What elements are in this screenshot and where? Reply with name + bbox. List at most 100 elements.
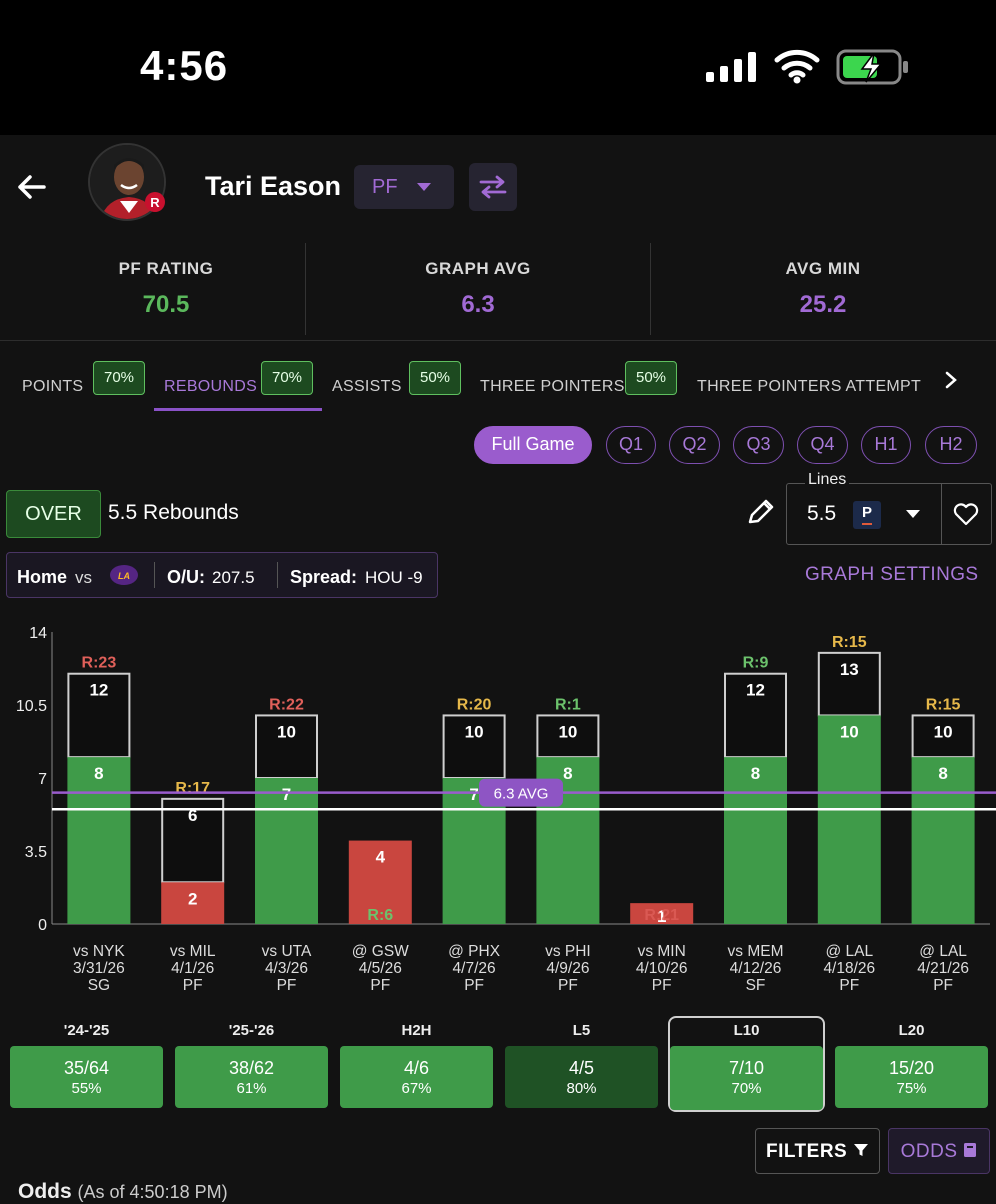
opponent-rank-label: R:9 bbox=[743, 655, 769, 672]
x-tick-position: PF bbox=[464, 977, 484, 994]
stat-label: GRAPH AVG bbox=[425, 259, 531, 278]
opponent-rank-label: R:23 bbox=[82, 655, 117, 672]
stat-category-tabs: POINTS 70% REBOUNDS 70% ASSISTS 50% THRE… bbox=[0, 344, 996, 412]
svg-text:LA: LA bbox=[118, 571, 130, 581]
wifi-icon bbox=[774, 49, 820, 84]
tab-three-pointers[interactable]: THREE POINTERS bbox=[480, 378, 625, 395]
odds-button[interactable]: ODDS bbox=[888, 1128, 990, 1174]
tab-rebounds[interactable]: REBOUNDS bbox=[164, 378, 258, 395]
hit-rate-l10[interactable]: L10 7/10 70% bbox=[668, 1016, 825, 1112]
x-tick-date: 4/12/26 bbox=[730, 960, 782, 977]
x-tick-position: PF bbox=[183, 977, 203, 994]
x-tick-position: PF bbox=[370, 977, 390, 994]
actual-value-label: 4 bbox=[376, 848, 386, 867]
x-tick-position: PF bbox=[933, 977, 953, 994]
hit-rate-percent: 67% bbox=[401, 1080, 432, 1097]
projected-value-label: 6 bbox=[188, 806, 197, 825]
x-tick-opponent: vs PHI bbox=[545, 943, 591, 960]
tab-three-pointers-attempted[interactable]: THREE POINTERS ATTEMPTEI bbox=[697, 378, 921, 395]
position-dropdown[interactable]: PF bbox=[354, 165, 454, 209]
spread-label: Spread: bbox=[290, 567, 358, 587]
stats-summary: PF RATING 70.5 GRAPH AVG 6.3 AVG MIN 25.… bbox=[0, 235, 996, 341]
hit-rate-fraction: 4/6 bbox=[403, 1058, 430, 1078]
hit-rate-fraction: 15/20 bbox=[888, 1058, 935, 1078]
home-label: Home bbox=[17, 567, 68, 587]
actual-value-bar bbox=[67, 757, 131, 924]
odds-asof: (As of 4:50:18 PM) bbox=[77, 1182, 228, 1202]
spread-value: HOU -9 bbox=[365, 568, 423, 587]
projected-bar-outline bbox=[724, 672, 787, 759]
y-tick-label: 10.5 bbox=[16, 698, 47, 715]
pencil-icon[interactable] bbox=[746, 498, 776, 526]
x-tick-date: 4/1/26 bbox=[171, 960, 214, 977]
y-tick-label: 0 bbox=[38, 917, 47, 934]
graph-settings-button[interactable]: GRAPH SETTINGS bbox=[805, 564, 979, 585]
swap-player-button[interactable] bbox=[469, 163, 517, 211]
tab-assists-pct[interactable]: 50% bbox=[409, 361, 461, 395]
y-tick-label: 3.5 bbox=[25, 844, 47, 861]
period-q2[interactable]: Q2 bbox=[669, 426, 720, 464]
ou-label: O/U: bbox=[167, 567, 205, 587]
average-pill bbox=[479, 778, 563, 807]
hit-rate-l5[interactable]: L5 4/5 80% bbox=[503, 1018, 660, 1112]
heart-icon[interactable] bbox=[953, 503, 979, 526]
tab-points[interactable]: POINTS bbox=[22, 378, 84, 395]
stat-label: PF RATING bbox=[118, 259, 214, 278]
hit-rate-fraction: 35/64 bbox=[63, 1058, 110, 1078]
x-tick-opponent: vs MIL bbox=[170, 943, 216, 960]
over-under-toggle[interactable]: OVER bbox=[6, 490, 101, 538]
hit-rate-box: 4/5 80% bbox=[505, 1046, 658, 1108]
odds-section-title: Odds (As of 4:50:18 PM) bbox=[18, 1180, 228, 1204]
hit-rate-box: 38/62 61% bbox=[175, 1046, 328, 1108]
period-h2[interactable]: H2 bbox=[925, 426, 977, 464]
lines-selector[interactable]: 5.5 P bbox=[786, 483, 992, 545]
x-tick-date: 4/18/26 bbox=[823, 960, 875, 977]
battery-charging-icon bbox=[836, 49, 908, 85]
hit-rate-2425[interactable]: '24-'25 35/64 55% bbox=[8, 1018, 165, 1112]
actual-value-bar bbox=[724, 757, 787, 924]
hit-rate-box: 15/20 75% bbox=[835, 1046, 988, 1108]
lines-label: Lines bbox=[805, 471, 850, 489]
tab-points-pct[interactable]: 70% bbox=[93, 361, 145, 395]
x-tick-date: 3/31/26 bbox=[73, 960, 125, 977]
hit-rate-fraction: 4/5 bbox=[568, 1058, 595, 1078]
projected-bar-outline bbox=[911, 714, 975, 759]
book-icon bbox=[964, 1143, 977, 1157]
hit-rate-label: L10 bbox=[733, 1022, 760, 1039]
odds-title: Odds bbox=[18, 1180, 72, 1203]
period-q3[interactable]: Q3 bbox=[733, 426, 784, 464]
projected-value-label: 12 bbox=[89, 681, 108, 700]
period-q4[interactable]: Q4 bbox=[797, 426, 848, 464]
actual-value-bar bbox=[911, 757, 975, 924]
vs-label: vs bbox=[75, 568, 92, 587]
team-logo-icon: R bbox=[145, 192, 165, 212]
hit-rate-fraction: 38/62 bbox=[228, 1058, 275, 1078]
projected-value-label: 10 bbox=[558, 722, 577, 741]
back-arrow-icon[interactable] bbox=[14, 173, 50, 201]
hit-rate-h2h[interactable]: H2H 4/6 67% bbox=[338, 1018, 495, 1112]
actual-value-label: 8 bbox=[938, 764, 947, 783]
hit-rate-l20[interactable]: L20 15/20 75% bbox=[833, 1018, 990, 1112]
tab-three-pointers-pct[interactable]: 50% bbox=[625, 361, 677, 395]
chevron-right-icon[interactable] bbox=[942, 370, 960, 390]
projected-bar-outline bbox=[536, 714, 600, 759]
actual-value-label: 2 bbox=[188, 889, 197, 908]
tab-assists[interactable]: ASSISTS bbox=[332, 378, 402, 395]
actual-value-label: 8 bbox=[751, 764, 760, 783]
filters-button[interactable]: FILTERS bbox=[755, 1128, 880, 1174]
stat-pf-rating: PF RATING 70.5 bbox=[0, 235, 332, 341]
x-tick-date: 4/9/26 bbox=[546, 960, 589, 977]
projected-value-label: 10 bbox=[934, 722, 953, 741]
x-tick-position: PF bbox=[652, 977, 672, 994]
tab-rebounds-pct[interactable]: 70% bbox=[261, 361, 313, 395]
y-tick-label: 14 bbox=[29, 625, 47, 642]
prop-line-text: 5.5 Rebounds bbox=[108, 501, 239, 524]
x-tick-date: 4/5/26 bbox=[359, 960, 402, 977]
period-full-game[interactable]: Full Game bbox=[474, 426, 592, 464]
projected-bar-outline bbox=[67, 672, 131, 759]
period-q1[interactable]: Q1 bbox=[606, 426, 656, 464]
stat-value: 70.5 bbox=[142, 291, 190, 318]
period-h1[interactable]: H1 bbox=[861, 426, 911, 464]
hit-rate-label: L20 bbox=[898, 1022, 925, 1039]
hit-rate-2526[interactable]: '25-'26 38/62 61% bbox=[173, 1018, 330, 1112]
